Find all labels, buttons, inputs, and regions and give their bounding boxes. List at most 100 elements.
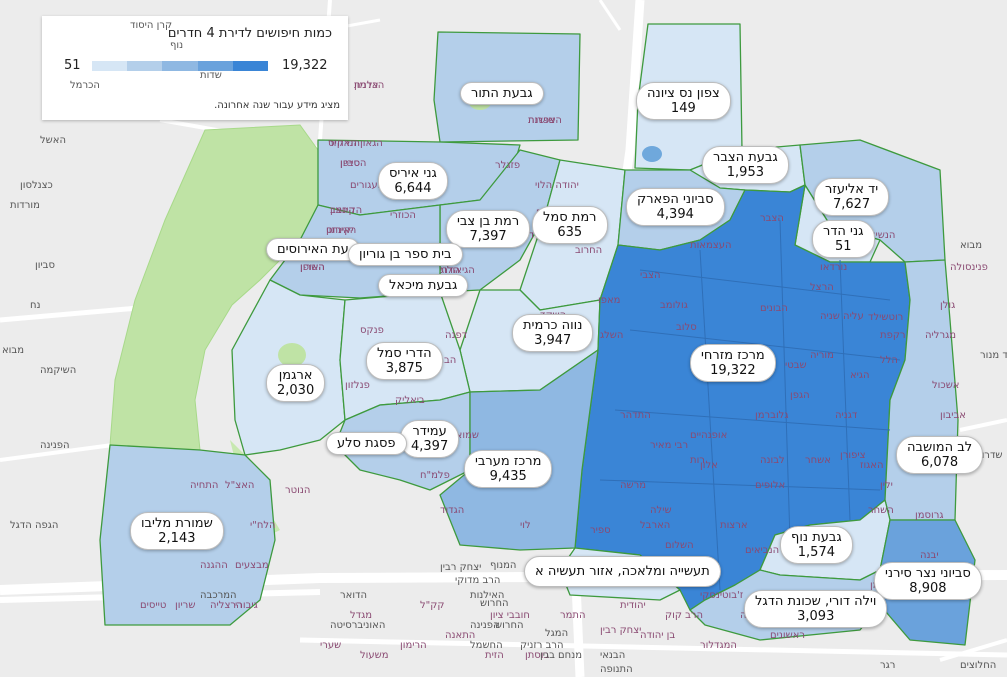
label-name: גבעת מיכאל xyxy=(389,278,458,293)
label-name: רמת בן צבי xyxy=(457,214,520,229)
street-label: יבנה xyxy=(920,550,939,561)
label-value: 6,644 xyxy=(394,181,432,196)
label-merkaz-maaravi[interactable]: מרכז מערבי 9,435 xyxy=(464,450,553,488)
label-givat-hatzabar[interactable]: גבעת הצבר 1,953 xyxy=(702,146,789,184)
road-label: הגפה הדגל xyxy=(10,520,59,531)
street-label: הגפן xyxy=(790,390,810,401)
street-label: התמר xyxy=(560,610,586,621)
legend-color-step xyxy=(127,61,163,71)
road-label: שדות xyxy=(200,70,222,81)
road-label: המגל xyxy=(545,628,569,639)
street-label: אלופים xyxy=(755,480,786,491)
street-label: השושנה xyxy=(528,115,562,126)
legend-color-step xyxy=(162,61,198,71)
label-value: 1,953 xyxy=(726,165,764,180)
street-label: פנקס xyxy=(360,325,384,336)
legend-color-scale xyxy=(92,61,269,71)
street-label: גלוברמן xyxy=(755,410,789,421)
street-label: הקינמון xyxy=(330,205,363,216)
street-label: הזית xyxy=(485,650,504,661)
label-name: עת האירוסים xyxy=(277,242,349,257)
label-value: 3,093 xyxy=(797,609,835,624)
street-label: הגיאולוג xyxy=(440,265,475,276)
label-givat-hator[interactable]: גבעת התור xyxy=(460,82,544,105)
label-merkaz-mizrahi[interactable]: מרכז מזרחי 19,322 xyxy=(690,344,776,382)
legend-title: כמות חיפושים לדירת 4 חדרים xyxy=(167,26,332,41)
label-savyonei-hapark[interactable]: סביוני הפארק 4,394 xyxy=(626,188,725,226)
street-label: מגרליה xyxy=(925,330,957,341)
street-label: אלון xyxy=(700,460,718,471)
label-taasiya[interactable]: תעשייה ומלאכה, אזור תעשיה א xyxy=(524,556,721,587)
label-amidar[interactable]: עמידר 4,397 xyxy=(400,420,460,458)
label-value: 8,908 xyxy=(909,581,947,596)
road-label: הכרמל xyxy=(70,80,100,91)
street-label: הכלנית xyxy=(354,80,385,91)
label-yad-eliezer[interactable]: יד אליעזר 7,627 xyxy=(814,178,890,216)
label-lev-hamoshava[interactable]: לב המושבה 6,078 xyxy=(896,436,984,474)
label-givat-michael[interactable]: גבעת מיכאל xyxy=(378,274,469,297)
street-label: ראשונים xyxy=(770,630,806,641)
label-value: 3,875 xyxy=(385,361,423,376)
label-shmurat-malibu[interactable]: שמורת מליבו 2,143 xyxy=(130,512,224,550)
street-label: החרוב xyxy=(575,245,603,256)
label-value: 149 xyxy=(670,101,696,116)
label-neve-karmit[interactable]: נווה כרמית 3,947 xyxy=(512,314,594,352)
road-label: מורדות xyxy=(10,200,40,211)
road-label: מנחם בגין xyxy=(540,650,583,661)
street-label: מרשה xyxy=(620,480,647,491)
road-label: הדואר xyxy=(340,590,368,601)
road-label: מבוא xyxy=(960,240,982,251)
label-name: נווה כרמית xyxy=(523,318,583,333)
label-name: סביוני נצר סירני xyxy=(885,566,971,581)
label-name: וילה דורי, שכונת הדגל xyxy=(755,594,877,609)
street-label: בן יהודה xyxy=(640,630,676,641)
label-tzafon-nes-ziona[interactable]: צפון נס ציונה 149 xyxy=(636,82,731,120)
street-label: הכוזרי xyxy=(390,210,416,221)
label-value: 6,078 xyxy=(920,455,959,470)
label-value: 7,627 xyxy=(832,197,871,212)
street-label: האופן xyxy=(300,262,325,273)
label-ha-irusim[interactable]: עת האירוסים xyxy=(266,238,360,261)
street-label: יהודית xyxy=(620,600,646,611)
street-label: אופנהיים xyxy=(690,430,728,441)
label-ganei-hadar[interactable]: גני הדר 51 xyxy=(812,220,875,258)
label-hadrei-semel[interactable]: הדרי סמל 3,875 xyxy=(366,342,443,380)
label-givat-nof[interactable]: גבעת נוף 1,574 xyxy=(780,526,853,564)
street-label: הארבל xyxy=(640,520,671,531)
legend-color-step xyxy=(92,61,128,71)
label-villa-dori[interactable]: וילה דורי, שכונת הדגל 3,093 xyxy=(744,590,888,628)
street-label: שערי xyxy=(320,640,342,651)
street-label: בוסתן xyxy=(525,650,550,661)
street-label: עליה שניה xyxy=(820,311,864,322)
street-label: הנוטר xyxy=(285,485,311,496)
road-label: כצנלסון xyxy=(20,180,53,191)
street-label: האירוס xyxy=(326,225,357,236)
label-beit-sefer-ben-gurion[interactable]: בית ספר בן גוריון xyxy=(348,243,463,266)
street-label: הלח"י xyxy=(250,520,276,531)
label-ramat-semel[interactable]: רמת סמל 635 xyxy=(532,206,608,244)
street-label: שילה xyxy=(650,505,672,516)
label-argaman[interactable]: ארגמן 2,030 xyxy=(266,364,326,402)
label-name: לב המושבה xyxy=(907,440,973,455)
label-value: 7,397 xyxy=(469,229,507,244)
street-label: הגאון האחזר xyxy=(328,138,383,149)
road-label: נוף xyxy=(170,40,184,51)
street-label: ביאליק xyxy=(395,395,425,406)
road-label: הרב מדוקי xyxy=(455,575,501,586)
street-label: רקפת xyxy=(880,330,906,341)
street-label: גולומב xyxy=(660,300,688,311)
label-name: מרכז מערבי xyxy=(475,454,542,469)
label-savyonei-netzer-sireni[interactable]: סביוני נצר סירני 8,908 xyxy=(874,562,982,600)
road-label: הרב רזניק xyxy=(520,640,564,651)
street-label: הבונים xyxy=(760,303,788,314)
label-gani-iris[interactable]: גני איריס 6,644 xyxy=(378,162,448,200)
label-pisgat-sela[interactable]: פסגת סלע xyxy=(326,432,407,455)
street-label: יהודה הלוי xyxy=(535,180,579,191)
street-label: רבי מאיר xyxy=(650,440,689,451)
label-ramat-ben-tzvi[interactable]: רמת בן צבי 7,397 xyxy=(446,210,531,248)
street-label: שבטי xyxy=(785,360,807,371)
street-label: מגדל xyxy=(350,610,373,621)
label-name: שמורת מליבו xyxy=(141,516,213,531)
label-name: גני איריס xyxy=(389,166,437,181)
legend-color-step xyxy=(232,61,269,71)
